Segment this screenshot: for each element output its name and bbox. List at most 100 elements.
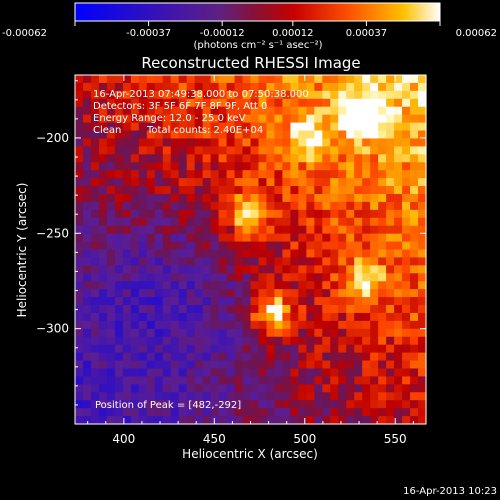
heatmap-cell	[186, 138, 196, 147]
heatmap-cell	[418, 336, 427, 346]
heatmap-cell	[226, 170, 236, 179]
heatmap-cell	[90, 217, 100, 227]
heatmap-cell	[362, 360, 371, 370]
heatmap-cell	[258, 130, 268, 140]
heatmap-cell	[250, 122, 260, 132]
heatmap-cell	[114, 178, 124, 187]
heatmap-cell	[98, 82, 108, 92]
heatmap-cell	[250, 138, 260, 147]
heatmap-cell	[90, 249, 100, 259]
heatmap-cell	[234, 217, 244, 227]
heatmap-cell	[234, 320, 244, 330]
heatmap-cell	[218, 122, 228, 132]
heatmap-cell	[218, 114, 228, 124]
heatmap-cell	[146, 305, 156, 314]
heatmap-cell	[394, 344, 403, 354]
heatmap-cell	[234, 344, 244, 354]
heatmap-cell	[290, 320, 299, 330]
heatmap-cell	[226, 360, 236, 370]
heatmap-cell	[146, 352, 156, 362]
heatmap-cell	[162, 416, 172, 425]
heatmap-cell	[162, 98, 172, 108]
heatmap-cell	[370, 154, 379, 163]
heatmap-cell	[194, 186, 204, 195]
heatmap-cell	[282, 201, 291, 211]
heatmap-cell	[306, 241, 315, 251]
heatmap-cell	[98, 344, 108, 354]
heatmap-cell	[330, 225, 339, 235]
heatmap-cell	[410, 344, 419, 354]
heatmap-cell	[306, 178, 315, 187]
heatmap-cell	[410, 209, 419, 219]
heatmap-cell	[82, 201, 92, 211]
heatmap-cell	[170, 241, 180, 251]
heatmap-cell	[170, 352, 180, 362]
heatmap-cell	[218, 170, 228, 179]
heatmap-cell	[82, 360, 92, 370]
heatmap-cell	[234, 384, 244, 393]
heatmap-cell	[162, 82, 172, 92]
heatmap-cell	[378, 416, 387, 425]
heatmap-cell	[266, 217, 276, 227]
heatmap-cell	[346, 98, 355, 108]
heatmap-cell	[170, 376, 180, 385]
heatmap-cell	[178, 320, 188, 330]
heatmap-cell	[194, 281, 204, 290]
heatmap-cell	[90, 328, 100, 338]
heatmap-cell	[282, 249, 291, 259]
heatmap-cell	[226, 344, 236, 354]
heatmap-cell	[210, 352, 220, 362]
heatmap-cell	[290, 400, 299, 409]
heatmap-cell	[378, 384, 387, 393]
heatmap-cell	[114, 305, 124, 314]
heatmap-cell	[290, 392, 299, 401]
heatmap-cell	[146, 90, 156, 100]
heatmap-cell	[154, 273, 164, 282]
heatmap-cell	[194, 98, 204, 108]
heatmap-cell	[298, 312, 307, 322]
heatmap-cell	[202, 352, 212, 362]
heatmap-cell	[386, 225, 395, 235]
info-time-range: 16-Apr-2013 07:49:38.000 to 07:50:38.000	[93, 89, 309, 100]
heatmap-cell	[226, 241, 236, 251]
heatmap-cell	[338, 82, 347, 92]
heatmap-cell	[322, 289, 331, 298]
heatmap-cell	[394, 162, 403, 171]
heatmap-cell	[258, 344, 268, 354]
heatmap-cell	[290, 233, 299, 243]
heatmap-cell	[98, 352, 108, 362]
heatmap-cell	[282, 328, 291, 338]
heatmap-cell	[330, 138, 339, 147]
heatmap-cell	[378, 241, 387, 251]
heatmap-cell	[210, 106, 220, 116]
heatmap-cell	[90, 201, 100, 211]
plot-area	[75, 75, 427, 425]
heatmap-cell	[226, 233, 236, 243]
heatmap-cell	[82, 320, 92, 330]
heatmap-cell	[274, 360, 284, 370]
heatmap-cell	[170, 114, 180, 124]
heatmap-cell	[98, 312, 108, 322]
heatmap-cell	[314, 130, 323, 140]
heatmap-cell	[178, 297, 188, 306]
heatmap-cell	[338, 114, 347, 124]
heatmap-cell	[410, 297, 419, 306]
heatmap-cell	[226, 82, 236, 92]
heatmap-cell	[290, 241, 299, 251]
heatmap-cell	[370, 146, 379, 155]
heatmap-cell	[378, 170, 387, 179]
heatmap-cell	[154, 312, 164, 322]
heatmap-cell	[114, 249, 124, 259]
heatmap-cell	[418, 130, 427, 140]
heatmap-cell	[106, 193, 116, 203]
heatmap-cell	[170, 249, 180, 259]
heatmap-cell	[346, 376, 355, 385]
heatmap-cell	[202, 209, 212, 219]
heatmap-cell	[234, 408, 244, 417]
heatmap-cell	[162, 130, 172, 140]
heatmap-cell	[226, 225, 236, 235]
heatmap-cell	[130, 273, 140, 282]
heatmap-cell	[138, 336, 148, 346]
heatmap-cell	[250, 162, 260, 171]
heatmap-cell	[394, 241, 403, 251]
